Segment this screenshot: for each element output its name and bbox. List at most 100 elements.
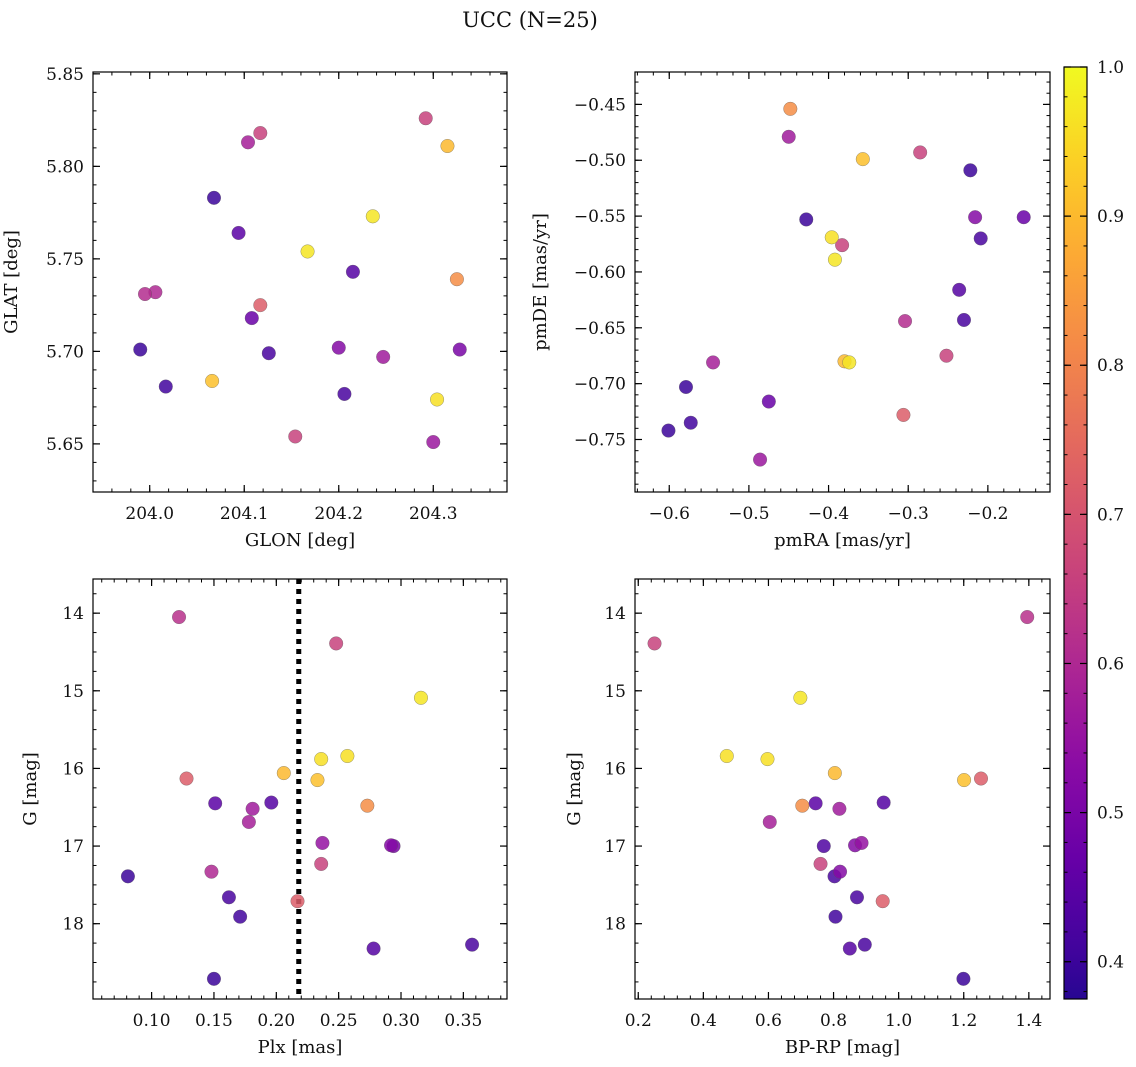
scatter-point: [137, 286, 153, 302]
scatter-point: [781, 129, 796, 144]
scatter-point: [288, 429, 303, 444]
y-tick-label: 17: [62, 837, 84, 857]
scatter-point: [261, 346, 276, 361]
scatter-point: [795, 798, 810, 813]
x-axis-label: BP-RP [mag]: [785, 1037, 900, 1058]
scatter-point: [761, 394, 776, 409]
x-tick-label: 0.30: [382, 1011, 420, 1031]
scatter-point: [440, 138, 455, 154]
scatter-point: [383, 838, 399, 853]
scatter-point: [240, 135, 256, 150]
scatter-point: [956, 312, 972, 328]
y-tick-label: 16: [604, 759, 626, 779]
scatter-point: [337, 386, 352, 401]
colorbar-tick-label: 0.6: [1097, 654, 1124, 674]
y-tick-label: 18: [604, 915, 626, 935]
scatter-point: [855, 152, 870, 167]
scatter-point: [827, 766, 842, 781]
scatter-point: [828, 909, 843, 924]
scatter-panel-4: 0.2 0.4 0.6 0.8 1.0 1.2 1.4 14 15 16 17 18 BP-RP [ma…: [564, 578, 1051, 1058]
x-axis-label: GLON [deg]: [245, 530, 355, 551]
colorbar-tick-label: 0.8: [1097, 356, 1124, 376]
scatter-point: [179, 771, 194, 786]
scatter-point: [120, 869, 135, 884]
y-tick-label: 5.70: [46, 342, 84, 362]
y-tick-label: 14: [604, 604, 626, 624]
x-tick-label: 204.0: [125, 504, 174, 524]
scatter-point: [808, 796, 823, 811]
scatter-point: [331, 340, 346, 355]
scatter-point: [133, 342, 148, 357]
scatter-point: [973, 771, 989, 786]
scatter-point: [813, 856, 828, 871]
scatter-point: [329, 636, 344, 651]
y-tick-label: 18: [62, 915, 84, 935]
x-tick-label: 0.25: [320, 1011, 358, 1031]
colorbar-tick-label: 1.0: [1097, 58, 1124, 78]
scatter-point: [833, 864, 848, 879]
scatter-point: [204, 864, 219, 879]
scatter-point: [824, 230, 839, 245]
scatter-point: [706, 355, 721, 370]
scatter-point: [413, 690, 429, 705]
scatter-point: [276, 766, 291, 781]
y-tick-label: 16: [62, 759, 84, 779]
x-tick-label: −0.5: [728, 504, 769, 524]
scatter-point: [315, 835, 330, 851]
x-tick-label: −0.2: [967, 504, 1008, 524]
y-tick-label: 5.80: [46, 157, 84, 177]
scatter-point: [973, 231, 988, 246]
x-tick-label: 0.4: [690, 1011, 717, 1031]
colorbar-gradient: [1063, 66, 1088, 1000]
y-axis-label: G [mag]: [564, 752, 585, 825]
scatter-point: [253, 126, 268, 141]
scatter-point: [799, 212, 814, 227]
scatter-point: [366, 941, 381, 956]
y-axis-label: pmDE [mas/yr]: [530, 213, 551, 351]
scatter-point: [957, 773, 972, 788]
scatter-point: [678, 379, 694, 395]
x-tick-label: 0.15: [195, 1011, 233, 1031]
y-tick-label: 17: [604, 837, 626, 857]
colorbar-tick-label: 0.7: [1097, 505, 1124, 525]
scatter-point: [896, 407, 911, 422]
y-axis-label: GLAT [deg]: [1, 230, 22, 334]
scatter-point: [233, 909, 248, 924]
scatter-point: [171, 609, 187, 625]
y-tick-label: −0.55: [574, 207, 626, 227]
scatter-point: [849, 890, 865, 905]
scatter-point: [753, 452, 768, 467]
scatter-point: [832, 801, 847, 816]
scatter-point: [816, 839, 831, 854]
plot-frame: [92, 71, 508, 493]
x-axis-label: Plx [mas]: [258, 1037, 343, 1058]
y-tick-label: 5.85: [46, 65, 84, 85]
scatter-point: [345, 264, 360, 279]
scatter-point: [683, 415, 698, 430]
scatter-point: [245, 801, 260, 816]
scatter-panel-3: 0.10 0.15 0.20 0.25 0.30 0.35 14 15 16 17 18 Plx [m…: [20, 578, 508, 1058]
y-tick-label: −0.60: [574, 263, 626, 283]
scatter-point: [418, 111, 433, 126]
scatter-point: [1016, 210, 1031, 225]
scatter-point: [205, 373, 220, 389]
x-tick-label: 1.4: [1015, 1011, 1042, 1031]
scatter-panel-1: 204.0 204.1 204.2 204.3 5.65 5.70 5.75 5.80 5.85…: [1, 65, 508, 551]
x-tick-label: 0.6: [755, 1011, 782, 1031]
x-tick-label: 0.10: [133, 1011, 171, 1031]
scatter-point: [244, 311, 259, 326]
x-tick-label: −0.3: [888, 504, 929, 524]
y-tick-label: 14: [62, 604, 84, 624]
x-tick-label: 0.20: [257, 1011, 295, 1031]
scatter-point: [835, 238, 850, 253]
scatter-point: [206, 190, 222, 205]
scatter-point: [897, 314, 913, 329]
x-axis-label: pmRA [mas/yr]: [774, 530, 911, 551]
scatter-point: [264, 795, 279, 810]
scatter-point: [376, 349, 391, 364]
scatter-point: [253, 298, 268, 313]
scatter-point: [762, 814, 777, 830]
y-tick-label: 15: [62, 682, 84, 702]
scatter-point: [221, 890, 236, 905]
